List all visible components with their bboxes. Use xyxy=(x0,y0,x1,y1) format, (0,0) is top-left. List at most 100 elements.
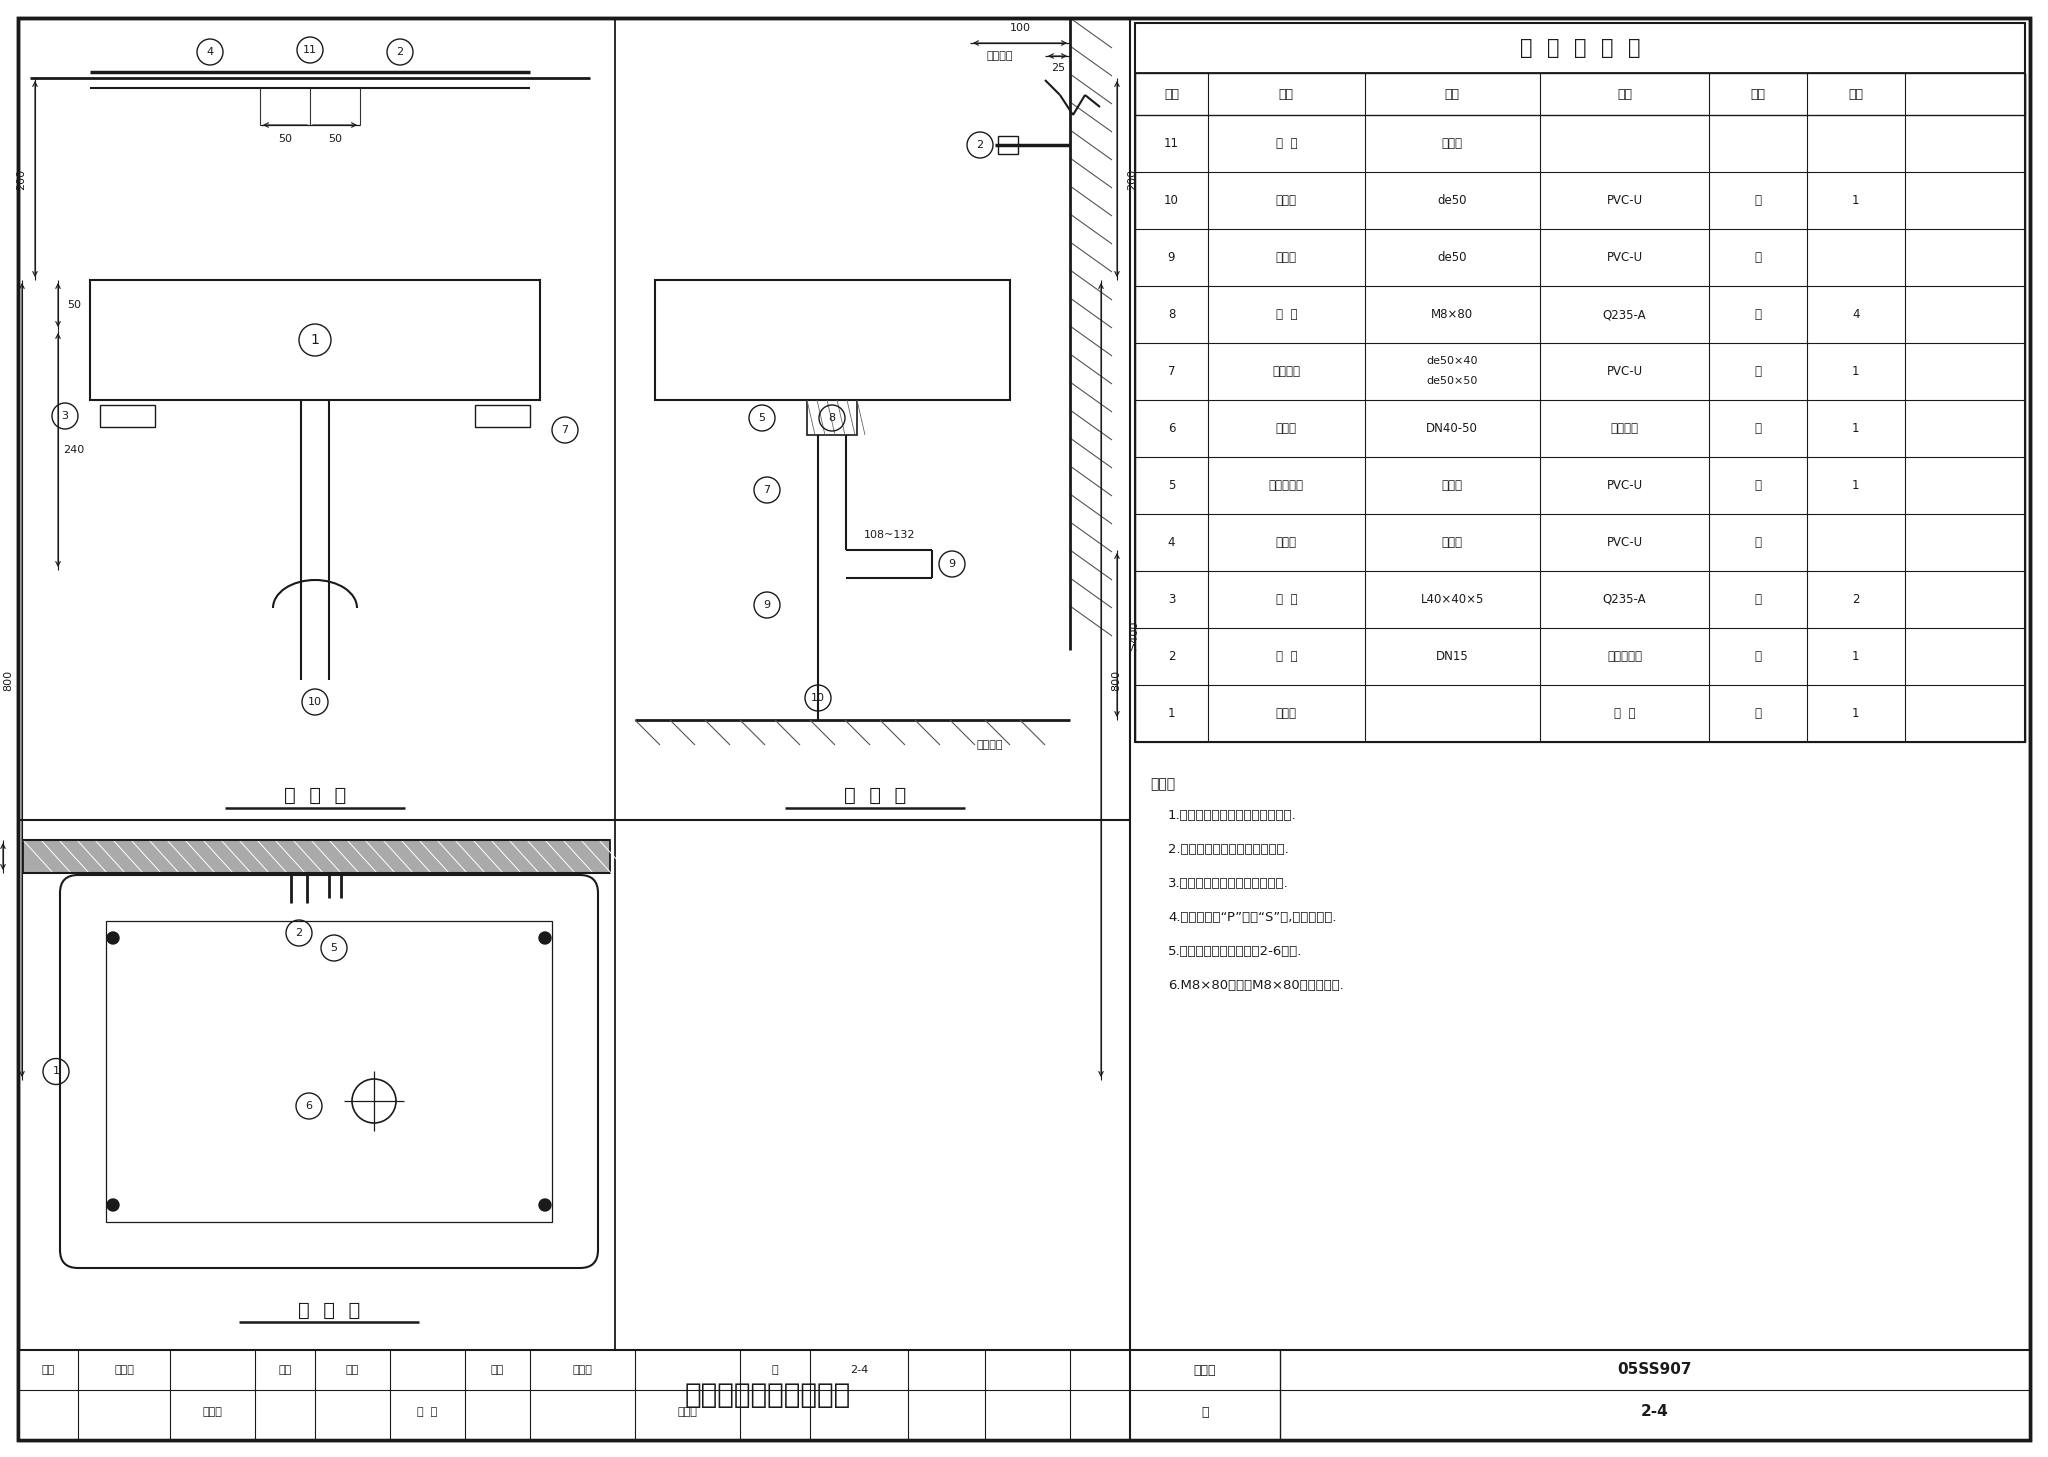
Text: 6: 6 xyxy=(305,1101,313,1112)
Text: 2-4: 2-4 xyxy=(1640,1405,1669,1419)
Text: 3: 3 xyxy=(61,411,68,421)
Text: 个: 个 xyxy=(1755,307,1761,321)
Text: 侧  面  图: 侧 面 图 xyxy=(844,785,905,804)
Text: 4: 4 xyxy=(1851,307,1860,321)
Text: 240: 240 xyxy=(63,444,84,455)
Text: 米: 米 xyxy=(1755,251,1761,264)
Text: 9: 9 xyxy=(948,559,956,570)
Text: 3: 3 xyxy=(1167,593,1176,606)
Text: 内螺纹三通: 内螺纹三通 xyxy=(1270,479,1305,492)
Text: 8: 8 xyxy=(829,412,836,423)
Text: de50: de50 xyxy=(1438,251,1466,264)
Text: 材料: 材料 xyxy=(1618,87,1632,101)
Text: 个: 个 xyxy=(1755,194,1761,207)
Text: 说明：: 说明： xyxy=(1151,777,1176,791)
Text: 平  面  图: 平 面 图 xyxy=(297,1301,360,1320)
Bar xyxy=(1135,23,2025,742)
Text: 11: 11 xyxy=(303,45,317,55)
Text: 4: 4 xyxy=(207,47,213,57)
Circle shape xyxy=(106,932,119,944)
Text: PVC-U: PVC-U xyxy=(1606,366,1642,377)
Bar xyxy=(100,405,156,427)
Text: DN40-50: DN40-50 xyxy=(1425,423,1479,436)
Text: 按设计: 按设计 xyxy=(1442,536,1462,549)
Text: 者书师: 者书师 xyxy=(203,1407,223,1418)
Text: 2-4: 2-4 xyxy=(850,1365,868,1375)
Text: 个: 个 xyxy=(1755,593,1761,606)
Text: 螺  栓: 螺 栓 xyxy=(1276,307,1296,321)
Bar xyxy=(90,280,541,401)
Text: 4.存水弯采用“P”型或“S”型,由设计决定.: 4.存水弯采用“P”型或“S”型,由设计决定. xyxy=(1167,911,1337,924)
Text: 立  面  图: 立 面 图 xyxy=(285,785,346,804)
Text: 1: 1 xyxy=(311,334,319,347)
Text: 3.洗涤盆的大小规格由设计选用.: 3.洗涤盆的大小规格由设计选用. xyxy=(1167,877,1288,890)
Text: 50: 50 xyxy=(279,134,293,144)
Text: 审核: 审核 xyxy=(41,1365,55,1375)
Text: 7: 7 xyxy=(764,485,770,495)
Text: 排水管: 排水管 xyxy=(1276,251,1296,264)
Text: 个: 个 xyxy=(1755,423,1761,436)
Text: 个: 个 xyxy=(1755,707,1761,720)
Text: 6: 6 xyxy=(1167,423,1176,436)
Text: PVC-U: PVC-U xyxy=(1606,479,1642,492)
Text: 2: 2 xyxy=(295,928,303,938)
Text: 10: 10 xyxy=(307,696,322,707)
Text: 设计: 设计 xyxy=(492,1365,504,1375)
Text: 排水栓: 排水栓 xyxy=(1276,423,1296,436)
Text: 05SS907: 05SS907 xyxy=(1618,1362,1692,1377)
Text: 完成地面: 完成地面 xyxy=(977,740,1004,750)
Text: PVC-U: PVC-U xyxy=(1606,194,1642,207)
Text: de50×40: de50×40 xyxy=(1427,357,1479,367)
Text: 个: 个 xyxy=(1755,366,1761,377)
Text: 鲁宏深: 鲁宏深 xyxy=(115,1365,133,1375)
Text: 规格: 规格 xyxy=(1444,87,1460,101)
Text: 冷水管: 冷水管 xyxy=(1276,536,1296,549)
Text: 1: 1 xyxy=(1851,479,1860,492)
Text: 1: 1 xyxy=(53,1067,59,1077)
Text: 洗涤盆: 洗涤盆 xyxy=(1276,707,1296,720)
Text: 7: 7 xyxy=(1167,366,1176,377)
Text: 1: 1 xyxy=(1851,707,1860,720)
Text: 800: 800 xyxy=(1110,669,1120,691)
Text: PVC-U: PVC-U xyxy=(1606,536,1642,549)
Text: 胡义华: 胡义华 xyxy=(678,1407,698,1418)
Text: 10: 10 xyxy=(811,694,825,702)
Text: >400: >400 xyxy=(1128,619,1139,650)
Text: 8: 8 xyxy=(1167,307,1176,321)
Text: 100: 100 xyxy=(1010,23,1030,34)
Text: 张森: 张森 xyxy=(346,1365,358,1375)
Text: de50×50: de50×50 xyxy=(1427,376,1479,386)
Circle shape xyxy=(539,932,551,944)
Bar xyxy=(18,1351,2030,1440)
Text: 个: 个 xyxy=(1755,650,1761,663)
Text: 2.冷水管管径依据设计要求决定.: 2.冷水管管径依据设计要求决定. xyxy=(1167,844,1288,857)
Text: 50: 50 xyxy=(68,300,82,310)
Text: 编号: 编号 xyxy=(1163,87,1180,101)
Text: 张文华: 张文华 xyxy=(573,1365,592,1375)
Text: 1: 1 xyxy=(1851,423,1860,436)
Text: 1: 1 xyxy=(1851,650,1860,663)
Text: 数量: 数量 xyxy=(1849,87,1864,101)
Text: 1: 1 xyxy=(1851,366,1860,377)
Text: 5.洗涤盆尺寸及托架见第2-6页图.: 5.洗涤盆尺寸及托架见第2-6页图. xyxy=(1167,946,1303,959)
Text: 托  架: 托 架 xyxy=(1276,593,1296,606)
Text: 陶瓷片密封: 陶瓷片密封 xyxy=(1608,650,1642,663)
Text: 米: 米 xyxy=(1755,536,1761,549)
Bar xyxy=(807,401,856,436)
Text: 5: 5 xyxy=(330,943,338,953)
Text: PVC-U: PVC-U xyxy=(1606,251,1642,264)
Text: 2: 2 xyxy=(1851,593,1860,606)
Text: 9: 9 xyxy=(1167,251,1176,264)
Text: 800: 800 xyxy=(2,669,12,691)
Text: 冷水龙头洗涤盆安装图: 冷水龙头洗涤盆安装图 xyxy=(684,1381,850,1409)
Text: 个: 个 xyxy=(1755,479,1761,492)
Text: 1: 1 xyxy=(1167,707,1176,720)
Text: 主  要  材  料  表: 主 要 材 料 表 xyxy=(1520,38,1640,58)
Text: 6.M8×80螺栓或M8×80钗膨胀螺栓.: 6.M8×80螺栓或M8×80钗膨胀螺栓. xyxy=(1167,979,1343,992)
Text: de50: de50 xyxy=(1438,194,1466,207)
Text: 铜或尼龙: 铜或尼龙 xyxy=(1610,423,1638,436)
Text: 9: 9 xyxy=(764,600,770,610)
Text: 200: 200 xyxy=(16,169,27,189)
Bar xyxy=(475,405,530,427)
Text: 龙  头: 龙 头 xyxy=(1276,650,1296,663)
